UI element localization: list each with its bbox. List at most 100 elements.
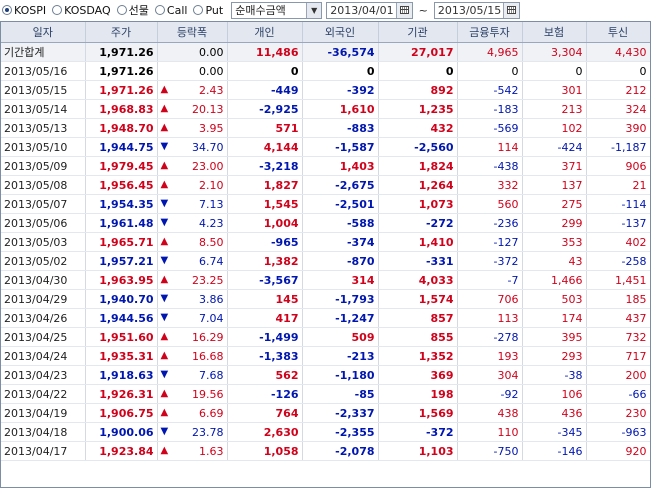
table-row[interactable]: 2013/05/14 1,968.83 20.13 ▲ -2,925 1,610 1,235… [1, 99, 650, 119]
market-radio-put[interactable]: Put [193, 1, 223, 19]
table-row[interactable]: 2013/04/18 1,900.06 23.78 ▼ 2,630 -2,355 -372 1… [1, 422, 650, 442]
date-range-separator: ~ [418, 3, 428, 17]
table-row[interactable]: 2013/05/07 1,954.35 7.13 ▼ 1,545 -2,501 1,073 5… [1, 194, 650, 214]
down-triangle-icon: ▼ [160, 369, 169, 380]
cell-fin-invest: -278 [457, 327, 523, 347]
cell-trust: 200 [586, 365, 650, 385]
table-row[interactable]: 2013/04/23 1,918.63 7.68 ▼ 562 -1,180 369 304 -3… [1, 365, 650, 385]
cell-trust: -114 [586, 194, 650, 214]
table-row[interactable]: 2013/04/30 1,963.95 23.25 ▲ -3,567 314 4,033 -7… [1, 270, 650, 290]
cell-change: 2.43 ▲ [157, 80, 228, 100]
cell-fin-invest: 0 [457, 61, 523, 81]
column-header-date[interactable]: 일자 [1, 22, 86, 43]
mode-select-value: 순매수금액 [235, 4, 286, 17]
cell-change: 4.23 ▼ [157, 213, 228, 233]
table-row[interactable]: 2013/05/06 1,961.48 4.23 ▼ 1,004 -588 -272 -236… [1, 213, 650, 233]
cell-date: 2013/05/16 [1, 61, 86, 81]
cell-foreign: -1,180 [302, 365, 379, 385]
cell-institution: -2,560 [378, 137, 458, 157]
cell-individual: -1,499 [227, 327, 303, 347]
table-row[interactable]: 2013/04/29 1,940.70 3.86 ▼ 145 -1,793 1,574 706… [1, 289, 650, 309]
cell-foreign: -870 [302, 251, 379, 271]
market-radio-call[interactable]: Call [154, 1, 187, 19]
column-header-change[interactable]: 등락폭 [157, 22, 228, 43]
column-header-trust[interactable]: 투신 [586, 22, 650, 43]
market-radio-kospi[interactable]: KOSPI [2, 1, 46, 19]
calendar-button[interactable] [395, 2, 412, 18]
table-row[interactable]: 2013/05/09 1,979.45 23.00 ▲ -3,218 1,403 1,824… [1, 156, 650, 176]
start-date-field[interactable]: 2013/04/01 [326, 1, 413, 19]
mode-select[interactable]: 순매수금액 ▼ [231, 1, 323, 19]
cell-individual: -126 [227, 384, 303, 404]
cell-institution: 1,574 [378, 289, 458, 309]
up-triangle-icon: ▲ [160, 122, 169, 133]
radio-button[interactable] [52, 5, 63, 15]
calendar-button[interactable] [503, 2, 520, 18]
table-row[interactable]: 2013/04/17 1,923.84 1.63 ▲ 1,058 -2,078 1,103-… [1, 441, 650, 461]
cell-institution: 892 [378, 80, 458, 100]
cell-insurance: 137 [522, 175, 587, 195]
cell-institution: 1,824 [378, 156, 458, 176]
cell-trust: -137 [586, 213, 650, 233]
table-row[interactable]: 2013/05/10 1,944.75 34.70 ▼ 4,144 -1,587 -2,56… [1, 137, 650, 157]
down-triangle-icon: ▼ [160, 426, 169, 437]
market-radio-kosdaq[interactable]: KOSDAQ [52, 1, 111, 19]
radio-button[interactable] [154, 5, 165, 15]
table-row[interactable]: 2013/05/03 1,965.71 8.50 ▲ -965 -374 1,410 -127… [1, 232, 650, 252]
column-header-insurance[interactable]: 보험 [522, 22, 587, 43]
start-date-value[interactable]: 2013/04/01 [330, 3, 394, 17]
table-row[interactable]: 2013/04/24 1,935.31 16.68 ▲ -1,383 -213 1,352 1… [1, 346, 650, 366]
table-row[interactable]: 2013/04/22 1,926.31 19.56 ▲ -126 -85 198 -92 106… [1, 384, 650, 404]
table-row[interactable]: 2013/05/13 1,948.70 3.95 ▲ 571 -883 432 -569 102… [1, 118, 650, 138]
radio-button[interactable] [193, 5, 204, 15]
cell-fin-invest: 193 [457, 346, 523, 366]
cell-institution: -372 [378, 422, 458, 442]
table-row[interactable]: 2013/05/08 1,956.45 2.10 ▲ 1,827 -2,675 1,264 3… [1, 175, 650, 195]
cell-trust: 732 [586, 327, 650, 347]
cell-change: 19.56 ▲ [157, 384, 228, 404]
investor-grid[interactable]: 일자 주가 등락폭 개인 외국인 기관 금융투자 보험 투신 기간합계 1,97… [0, 21, 651, 488]
summary-row[interactable]: 기간합계 1,971.26 0.00 11,486 -36,574 27,017… [1, 42, 650, 62]
calendar-icon [399, 6, 409, 14]
cell-trust: 185 [586, 289, 650, 309]
table-row[interactable]: 2013/04/26 1,944.56 7.04 ▼ 417 -1,247 857 113 17… [1, 308, 650, 328]
cell-fin-invest: 438 [457, 403, 523, 423]
down-triangle-icon: ▼ [160, 217, 169, 228]
table-row[interactable]: 2013/05/02 1,957.21 6.74 ▼ 1,382 -870 -331 -372… [1, 251, 650, 271]
cell-price: 1,906.75 [85, 403, 158, 423]
table-header-row: 일자 주가 등락폭 개인 외국인 기관 금융투자 보험 투신 [1, 22, 650, 43]
column-header-foreign[interactable]: 외국인 [302, 22, 379, 43]
end-date-value[interactable]: 2013/05/15 [437, 3, 502, 17]
cell-date: 2013/05/06 [1, 213, 86, 233]
radio-button[interactable] [116, 5, 127, 15]
cell-date: 2013/04/26 [1, 308, 86, 328]
table-row[interactable]: 2013/04/25 1,951.60 16.29 ▲ -1,499 509 855 -278… [1, 327, 650, 347]
cell-individual: 1,545 [227, 194, 303, 214]
cell-insurance: -424 [522, 137, 587, 157]
cell-institution: 1,103 [378, 441, 458, 461]
end-date-field[interactable]: 2013/05/15 [433, 1, 521, 19]
cell-foreign: -2,337 [302, 403, 379, 423]
cell-individual: 562 [227, 365, 303, 385]
summary-foreign: -36,574 [302, 42, 379, 62]
cell-change: 0.00 [157, 61, 228, 81]
table-row[interactable]: 2013/05/16 1,971.26 0.00 0 0 0 0 0 0 [1, 61, 650, 81]
radio-button-selected[interactable] [2, 5, 12, 15]
cell-date: 2013/04/19 [1, 403, 86, 423]
cell-insurance: 102 [522, 118, 587, 138]
column-header-price[interactable]: 주가 [85, 22, 158, 43]
market-radio-futures[interactable]: 선물 [116, 1, 149, 19]
cell-insurance: 106 [522, 384, 587, 404]
column-header-individual[interactable]: 개인 [227, 22, 303, 43]
table-row[interactable]: 2013/04/19 1,906.75 6.69 ▲ 764 -2,337 1,569 438… [1, 403, 650, 423]
chevron-down-icon[interactable]: ▼ [306, 2, 322, 18]
cell-change: 6.69 ▲ [157, 403, 228, 423]
cell-insurance: 371 [522, 156, 587, 176]
cell-individual: -449 [227, 80, 303, 100]
column-header-fin-invest[interactable]: 금융투자 [457, 22, 523, 43]
cell-price: 1,971.26 [85, 80, 158, 100]
cell-fin-invest: -438 [457, 156, 523, 176]
down-triangle-icon: ▼ [160, 312, 169, 323]
table-row[interactable]: 2013/05/15 1,971.26 2.43 ▲ -449 -392 892 -542 30… [1, 80, 650, 100]
column-header-institution[interactable]: 기관 [378, 22, 458, 43]
